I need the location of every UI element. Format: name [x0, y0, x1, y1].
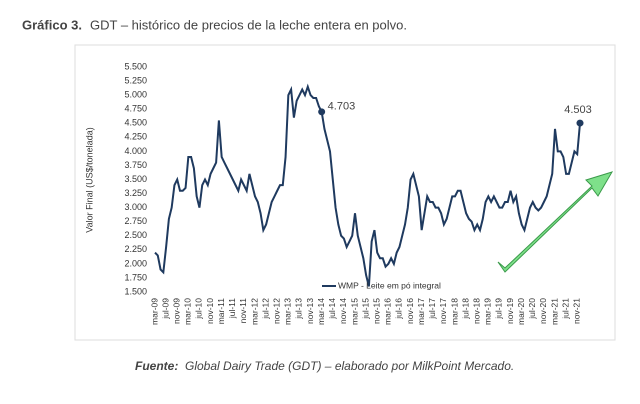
x-tick-label: jul-16: [394, 298, 404, 320]
y-tick-label: 1.500: [124, 286, 147, 296]
chart-subtitle: GDT – histórico de precios de la leche e…: [90, 17, 407, 32]
x-tick-label: jul-14: [327, 298, 337, 320]
x-tick-label: jul-15: [360, 298, 370, 320]
x-tick-label: jul-11: [227, 298, 237, 319]
x-tick-label: nov-13: [305, 298, 315, 324]
y-tick-label: 5.000: [124, 90, 147, 100]
x-tick-label: jul-12: [260, 298, 270, 320]
data-line: [154, 83, 581, 287]
y-tick-label: 2.500: [124, 230, 147, 240]
x-tick-label: mar-17: [416, 298, 426, 325]
y-tick-label: 3.500: [124, 174, 147, 184]
y-tick-label: 1.750: [124, 272, 147, 282]
y-tick-label: 4.250: [124, 132, 147, 142]
x-tick-label: mar-18: [449, 298, 459, 325]
x-tick-label: jul-17: [427, 298, 437, 320]
y-tick-label: 4.500: [124, 118, 147, 128]
legend-label: WMP - Leite em pó integral: [338, 280, 441, 290]
x-tick-label: jul-20: [527, 298, 537, 320]
y-tick-label: 2.750: [124, 216, 147, 226]
y-tick-label: 2.250: [124, 244, 147, 254]
x-tick-label: jul-13: [294, 298, 304, 320]
x-tick-label: nov-19: [505, 298, 515, 324]
y-tick-label: 5.500: [124, 61, 147, 71]
x-tick-label: nov-10: [205, 298, 215, 324]
x-tick-label: mar-19: [483, 298, 493, 325]
x-tick-label: mar-09: [149, 298, 159, 325]
x-tick-label: mar-20: [516, 298, 526, 325]
x-tick-label: nov-17: [438, 298, 448, 324]
data-point: [576, 119, 584, 127]
x-tick-label: nov-21: [571, 298, 581, 324]
data-label: 4.703: [328, 101, 356, 113]
y-axis-label: Valor Final (US$/tonelada): [84, 127, 94, 232]
x-tick-label: mar-11: [216, 298, 226, 325]
trend-arrow: [497, 171, 614, 273]
x-tick-label: mar-12: [249, 298, 259, 325]
x-tick-label: mar-15: [349, 298, 359, 325]
x-tick-label: mar-16: [383, 298, 393, 325]
y-tick-label: 4.000: [124, 146, 147, 156]
y-tick-label: 4.750: [124, 104, 147, 114]
x-tick-label: jul-10: [194, 298, 204, 320]
y-tick-label: 5.250: [124, 75, 147, 85]
x-tick-label: nov-14: [338, 298, 348, 324]
source: Global Dairy Trade (GDT) – elaborado por…: [185, 359, 514, 373]
x-tick-label: nov-20: [538, 298, 548, 324]
x-tick-label: nov-16: [405, 298, 415, 324]
y-tick-label: 3.000: [124, 202, 147, 212]
source-label: Fuente:: [135, 359, 178, 373]
x-tick-label: mar-14: [316, 298, 326, 325]
x-tick-label: nov-11: [238, 298, 248, 324]
x-tick-label: mar-21: [549, 298, 559, 325]
x-tick-label: nov-18: [471, 298, 481, 324]
chart-frame: [74, 44, 616, 341]
chart-title: Gráfico 3.: [22, 17, 82, 32]
data-label: 4.503: [564, 104, 592, 116]
x-tick-label: mar-13: [283, 298, 293, 325]
x-tick-label: nov-15: [371, 298, 381, 324]
x-tick-label: mar-10: [183, 298, 193, 325]
x-tick-label: jul-21: [560, 298, 570, 320]
x-tick-label: nov-12: [271, 298, 281, 324]
y-tick-label: 2.000: [124, 258, 147, 268]
x-tick-label: jul-19: [494, 298, 504, 320]
data-point: [318, 108, 326, 116]
x-tick-label: nov-09: [171, 298, 181, 324]
y-tick-label: 3.750: [124, 160, 147, 170]
x-tick-label: jul-18: [460, 298, 470, 320]
x-tick-label: jul-09: [160, 298, 170, 320]
y-tick-label: 3.250: [124, 188, 147, 198]
